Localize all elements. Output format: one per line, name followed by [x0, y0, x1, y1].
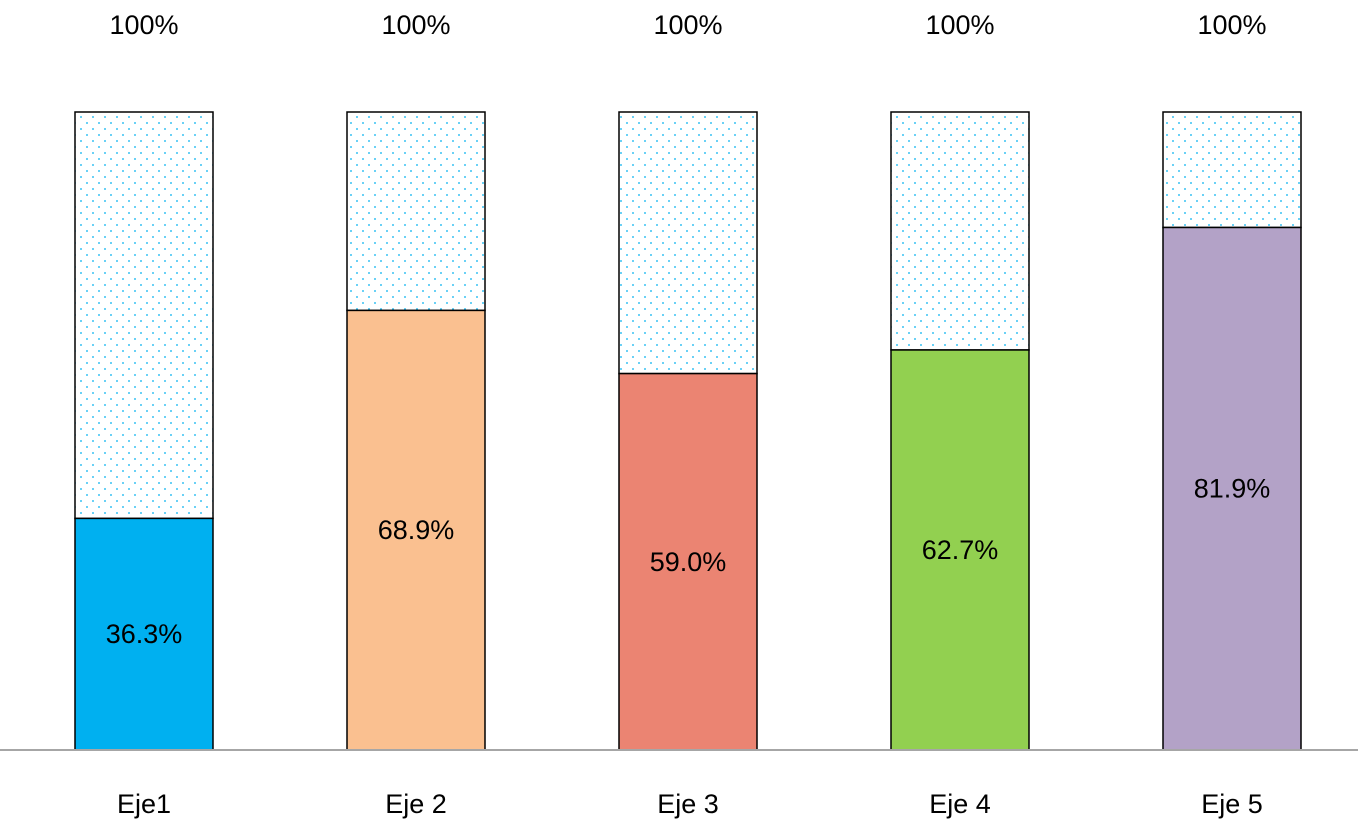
bar-remainder [74, 111, 214, 520]
labels-group: 36.3% 100% Eje1 68.9% 100% Eje 2 59.0% 100% Eje … [106, 10, 1271, 819]
category-tick-label: Eje 5 [1201, 789, 1263, 819]
bar-value-label: 62.7% [922, 535, 999, 565]
bar-total-label: 100% [1197, 10, 1266, 40]
bar-total-label: 100% [381, 10, 450, 40]
bar-remainder [890, 111, 1030, 351]
bar-value-label: 59.0% [650, 547, 727, 577]
bar-total-label: 100% [925, 10, 994, 40]
category-tick-label: Eje 2 [385, 789, 447, 819]
bar-total-label: 100% [109, 10, 178, 40]
bar-value [890, 349, 1030, 751]
bar-value [1162, 226, 1302, 751]
bar-value [618, 372, 758, 751]
bar-remainder [346, 111, 486, 312]
bar-value-label: 36.3% [106, 619, 183, 649]
category-tick-label: Eje 3 [657, 789, 719, 819]
category-tick-label: Eje1 [117, 789, 171, 819]
bar-value-label: 81.9% [1194, 474, 1271, 504]
bar-value [74, 517, 214, 751]
bar-remainder [1162, 111, 1302, 229]
bar-remainder [618, 111, 758, 375]
bar-value [346, 309, 486, 751]
bars-group [74, 111, 1302, 751]
category-tick-label: Eje 4 [929, 789, 991, 819]
bar-value-label: 68.9% [378, 515, 455, 545]
bar-total-label: 100% [653, 10, 722, 40]
